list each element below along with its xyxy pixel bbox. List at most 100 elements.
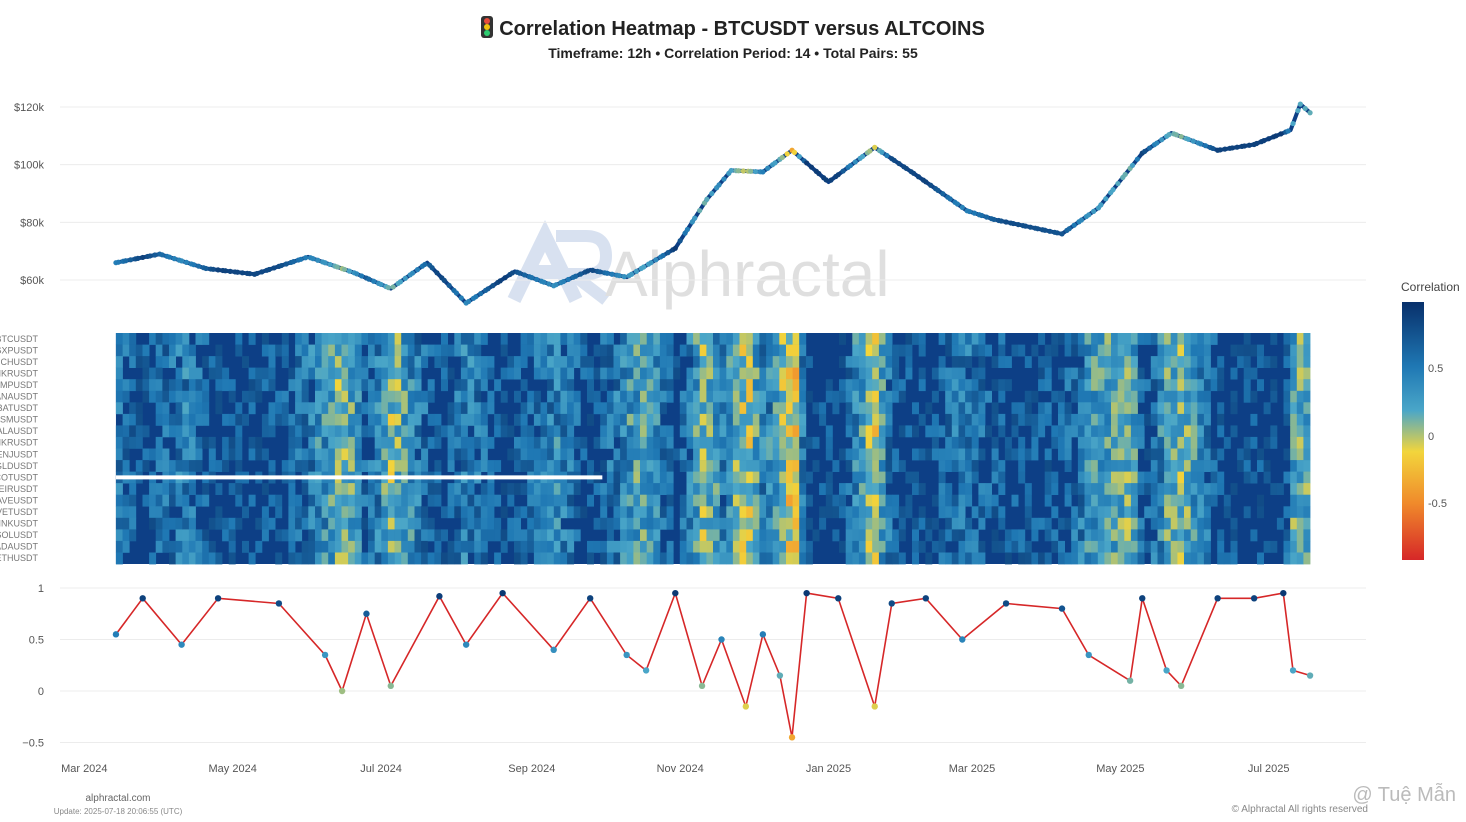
heatmap-cell bbox=[786, 379, 793, 392]
heatmap-cell bbox=[467, 379, 475, 392]
heatmap-cell bbox=[752, 367, 760, 380]
heatmap-cell bbox=[315, 390, 322, 403]
heatmap-cell bbox=[825, 425, 833, 438]
heatmap-cell bbox=[467, 356, 475, 368]
corr-point bbox=[586, 595, 594, 602]
heatmap-cell bbox=[1157, 506, 1165, 519]
heatmap-cell bbox=[1184, 402, 1191, 415]
heatmap-cell bbox=[1190, 552, 1198, 565]
heatmap-cell bbox=[878, 517, 886, 530]
heatmap-cell bbox=[985, 483, 992, 495]
heatmap-cell bbox=[414, 344, 422, 357]
heatmap-cell bbox=[892, 356, 900, 368]
heatmap-cell bbox=[633, 425, 641, 438]
heatmap-cell bbox=[659, 483, 667, 495]
corr-axis-label: −0.5 bbox=[22, 738, 44, 750]
heatmap-cell bbox=[1104, 356, 1112, 368]
heatmap-cell bbox=[467, 460, 475, 472]
heatmap-cell bbox=[858, 367, 866, 380]
heatmap-cell bbox=[839, 448, 846, 461]
heatmap-cell bbox=[1177, 448, 1185, 461]
heatmap-cell bbox=[626, 552, 634, 565]
heatmap-cell bbox=[182, 483, 190, 495]
heatmap-cell bbox=[520, 379, 528, 392]
heatmap-cell bbox=[1290, 448, 1298, 461]
heatmap-cell bbox=[1177, 402, 1185, 415]
heatmap-cell bbox=[872, 540, 880, 553]
heatmap-cell bbox=[1097, 356, 1105, 368]
price-point bbox=[1234, 144, 1240, 150]
heatmap-cell bbox=[686, 390, 694, 403]
heatmap-cell bbox=[374, 402, 382, 415]
heatmap-cell bbox=[155, 379, 163, 392]
heatmap-cell bbox=[752, 436, 760, 449]
heatmap-cell bbox=[626, 333, 634, 345]
heatmap-cell bbox=[553, 344, 561, 357]
heatmap-cell bbox=[1270, 379, 1278, 392]
heatmap-cell bbox=[1104, 471, 1112, 484]
heatmap-cell bbox=[195, 413, 203, 426]
heatmap-cell bbox=[1124, 471, 1132, 484]
price-point bbox=[779, 154, 785, 161]
heatmap-cell bbox=[626, 413, 634, 426]
heatmap-cell bbox=[1084, 471, 1092, 484]
heatmap-cell bbox=[1044, 448, 1052, 461]
heatmap-cell bbox=[1071, 425, 1079, 438]
heatmap-cell bbox=[1210, 483, 1218, 495]
heatmap-cell bbox=[361, 333, 369, 345]
heatmap-cell bbox=[421, 436, 429, 449]
heatmap-cell bbox=[865, 529, 873, 542]
heatmap-cell bbox=[600, 333, 608, 345]
heatmap-cell bbox=[182, 425, 190, 438]
heatmap-cell bbox=[985, 506, 992, 519]
heatmap-cell bbox=[719, 460, 727, 472]
site-link[interactable]: alphractal.com bbox=[85, 793, 151, 804]
heatmap-cell bbox=[653, 448, 661, 461]
heatmap-cell bbox=[1157, 494, 1165, 507]
heatmap-cell bbox=[852, 552, 860, 565]
heatmap-cell bbox=[878, 552, 886, 565]
heatmap-cell bbox=[646, 517, 654, 530]
heatmap-cell bbox=[1117, 494, 1125, 507]
heatmap-cell bbox=[387, 390, 395, 403]
heatmap-cell bbox=[1170, 448, 1178, 461]
heatmap-cell bbox=[1124, 402, 1132, 415]
heatmap-cell bbox=[633, 402, 641, 415]
heatmap-cell bbox=[633, 344, 641, 357]
heatmap-cell bbox=[407, 483, 415, 495]
heatmap-cell bbox=[786, 506, 793, 519]
price-point bbox=[1166, 132, 1172, 138]
heatmap-cell bbox=[805, 517, 813, 530]
heatmap-cell bbox=[640, 379, 647, 392]
heatmap-cell bbox=[421, 460, 429, 472]
heatmap-cell bbox=[640, 517, 647, 530]
heatmap-cell bbox=[394, 552, 402, 565]
heatmap-cell bbox=[872, 448, 880, 461]
heatmap-cell bbox=[805, 471, 813, 484]
heatmap-cell bbox=[752, 517, 760, 530]
heatmap-cell bbox=[633, 448, 641, 461]
heatmap-cell bbox=[1177, 540, 1185, 553]
heatmap-cell bbox=[1104, 494, 1112, 507]
heatmap-cell bbox=[341, 552, 349, 565]
heatmap-cell bbox=[965, 413, 973, 426]
heatmap-cell bbox=[779, 333, 787, 345]
heatmap-cell bbox=[858, 552, 866, 565]
price-point bbox=[633, 268, 639, 274]
heatmap-cell bbox=[427, 483, 435, 495]
heatmap-cell bbox=[315, 344, 322, 357]
heatmap-cell bbox=[606, 471, 614, 484]
heatmap-cell bbox=[334, 425, 342, 438]
heatmap-cell bbox=[1217, 379, 1225, 392]
heatmap-cell bbox=[208, 517, 216, 530]
heatmap-cell bbox=[387, 436, 395, 449]
heatmap-cell bbox=[1051, 483, 1059, 495]
heatmap-cell bbox=[447, 448, 455, 461]
heatmap-cell bbox=[978, 344, 986, 357]
heatmap-cell bbox=[1170, 552, 1178, 565]
heatmap-cell bbox=[308, 425, 316, 438]
heatmap-cell bbox=[494, 460, 502, 472]
heatmap-cell bbox=[706, 390, 714, 403]
heatmap-cell bbox=[1257, 356, 1264, 368]
heatmap-cell bbox=[195, 448, 203, 461]
